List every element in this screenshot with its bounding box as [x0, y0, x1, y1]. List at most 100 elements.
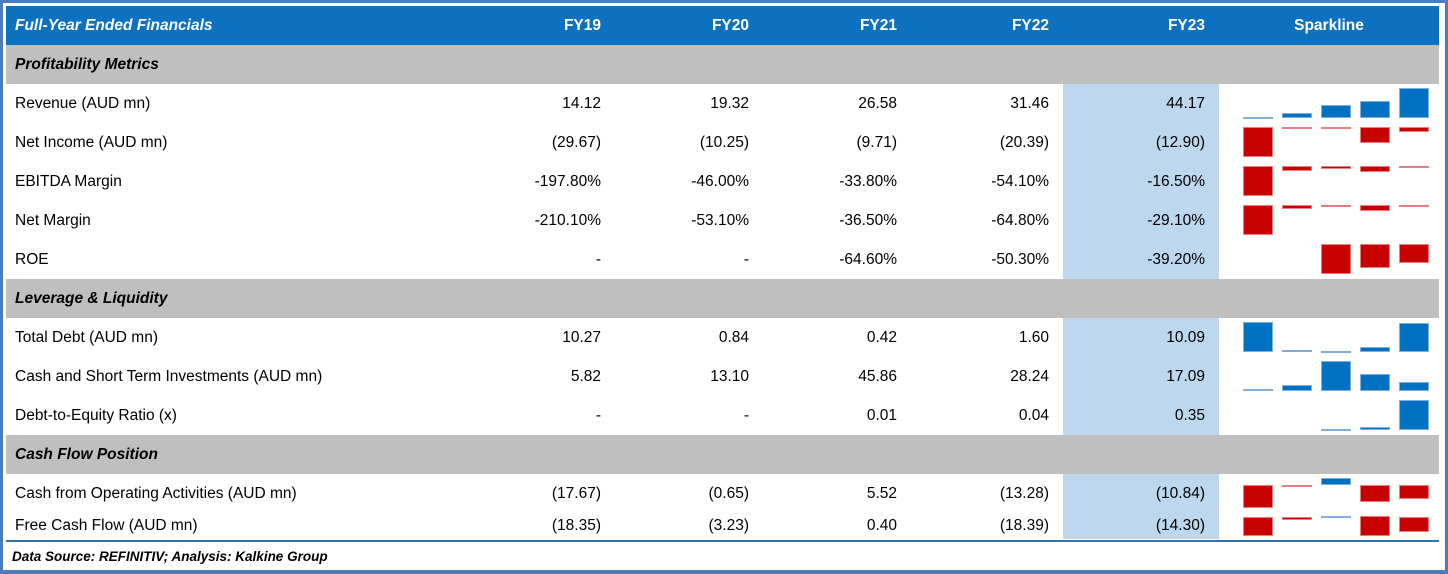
row-label: EBITDA Margin [15, 172, 122, 190]
value-cell-fy23: -29.10% [1063, 201, 1219, 240]
value-cell-fy23: 0.35 [1063, 396, 1219, 435]
table-header-row: Full-Year Ended Financials FY19 FY20 FY2… [6, 6, 1439, 45]
value-cell-fy20: (0.65) [708, 484, 750, 502]
table-footer: Data Source: REFINITIV; Analysis: Kalkin… [6, 540, 1439, 570]
sparkline-chart [1243, 361, 1429, 391]
value-cell-fy21: 45.86 [858, 367, 897, 385]
sparkline-chart [1243, 88, 1429, 119]
sparkline-chart [1243, 322, 1429, 353]
value-cell-fy23: 10.09 [1063, 318, 1219, 357]
sparkline-cell [1219, 513, 1439, 539]
sparkline-bar [1243, 485, 1273, 508]
sparkline-bar [1282, 112, 1312, 118]
sparkline-bar [1282, 516, 1312, 520]
value-cell-fy21: 0.40 [866, 517, 897, 534]
value-cell-fy21: 26.58 [858, 94, 897, 112]
value-cell-fy22: 1.60 [1018, 328, 1049, 346]
table-row: Debt-to-Equity Ratio (x) - - 0.01 0.04 0.35 [6, 396, 1439, 435]
value-cell-fy20: (3.23) [708, 517, 750, 534]
sparkline-bar [1321, 166, 1351, 169]
value-cell-fy19: 14.12 [562, 94, 601, 112]
sparkline-bar [1360, 127, 1390, 144]
sparkline-bar [1399, 400, 1429, 430]
value-cell-fy19: 10.27 [562, 328, 601, 346]
value-cell-fy21: 5.52 [866, 484, 897, 502]
value-cell-fy22: -54.10% [991, 172, 1049, 190]
sparkline-bar [1360, 516, 1390, 536]
value-cell-fy19: (29.67) [551, 133, 601, 151]
value-cell-fy20: - [743, 250, 749, 268]
row-label: Revenue (AUD mn) [15, 94, 151, 112]
row-label: ROE [15, 250, 49, 268]
sparkline-chart [1243, 244, 1429, 274]
sparkline-bar [1399, 322, 1429, 352]
sparkline-bar [1399, 127, 1429, 132]
sparkline-bar [1321, 127, 1351, 129]
sparkline-bar [1243, 205, 1273, 235]
sparkline-cell [1219, 240, 1439, 279]
value-cell-fy20: 19.32 [710, 94, 749, 112]
value-cell-fy19: -210.10% [534, 211, 601, 229]
sparkline-bar [1360, 205, 1390, 211]
sparkline-bar [1282, 385, 1312, 391]
sparkline-bar [1360, 485, 1390, 503]
row-label: Cash from Operating Activities (AUD mn) [15, 484, 297, 502]
column-header-fy21: FY21 [859, 16, 897, 34]
sparkline-bar [1243, 322, 1273, 352]
row-label: Free Cash Flow (AUD mn) [15, 517, 198, 534]
sparkline-bar [1243, 388, 1273, 391]
sparkline-bar [1321, 105, 1351, 118]
sparkline-cell [1219, 357, 1439, 396]
sparkline-bar [1321, 428, 1351, 431]
table-row: Cash from Operating Activities (AUD mn) (… [6, 474, 1439, 513]
sparkline-bar [1321, 350, 1351, 353]
value-cell-fy19: - [595, 250, 601, 268]
value-cell-fy21: -33.80% [839, 172, 897, 190]
sparkline-bar [1360, 426, 1390, 430]
sparkline-cell [1219, 84, 1439, 123]
table-row: ROE - - -64.60% -50.30% -39.20% [6, 240, 1439, 279]
data-source-note: Data Source: REFINITIV; Analysis: Kalkin… [12, 548, 328, 564]
sparkline-cell [1219, 162, 1439, 201]
sparkline-bar [1399, 382, 1429, 391]
table-row: Cash and Short Term Investments (AUD mn)… [6, 357, 1439, 396]
table-row: Net Income (AUD mn) (29.67) (10.25) (9.71) (… [6, 123, 1439, 162]
sparkline-bar [1321, 244, 1351, 274]
sparkline-bar [1360, 166, 1390, 173]
value-cell-fy20: -46.00% [691, 172, 749, 190]
value-cell-fy23: (14.30) [1063, 513, 1219, 539]
sparkline-bar [1399, 166, 1429, 168]
value-cell-fy23: 44.17 [1063, 84, 1219, 123]
sparkline-chart [1243, 127, 1429, 157]
table-row: EBITDA Margin -197.80% -46.00% -33.80% -54.1… [6, 162, 1439, 201]
table-row: Free Cash Flow (AUD mn) (18.35) (3.23) 0.40… [6, 513, 1439, 539]
sparkline-bar [1399, 88, 1429, 118]
sparkline-chart [1243, 166, 1429, 196]
sparkline-bar [1243, 127, 1273, 157]
value-cell-fy23: (12.90) [1063, 123, 1219, 162]
value-cell-fy22: 31.46 [1010, 94, 1049, 112]
table-row: Total Debt (AUD mn) 10.27 0.84 0.42 1.60 10.0… [6, 318, 1439, 357]
column-header-sparkline: Sparkline [1294, 16, 1364, 34]
value-cell-fy19: -197.80% [534, 172, 601, 190]
sparkline-bar [1321, 361, 1351, 391]
sparkline-chart [1243, 205, 1429, 235]
value-cell-fy20: - [743, 406, 749, 424]
row-label: Total Debt (AUD mn) [15, 328, 158, 346]
value-cell-fy21: 0.42 [866, 328, 897, 346]
sparkline-cell [1219, 201, 1439, 240]
column-header-fy19: FY19 [563, 16, 601, 34]
value-cell-fy19: - [595, 406, 601, 424]
sparkline-bar [1321, 478, 1351, 486]
sparkline-cell [1219, 318, 1439, 357]
column-header-fy20: FY20 [711, 16, 749, 34]
column-header-fy22: FY22 [1011, 16, 1049, 34]
sparkline-bar [1399, 205, 1429, 207]
value-cell-fy20: -53.10% [691, 211, 749, 229]
value-cell-fy22: -50.30% [991, 250, 1049, 268]
sparkline-bar [1243, 516, 1273, 536]
table-body: Profitability Metrics Revenue (AUD mn) 14.… [6, 45, 1439, 539]
sparkline-cell [1219, 474, 1439, 513]
sparkline-chart [1243, 400, 1429, 431]
